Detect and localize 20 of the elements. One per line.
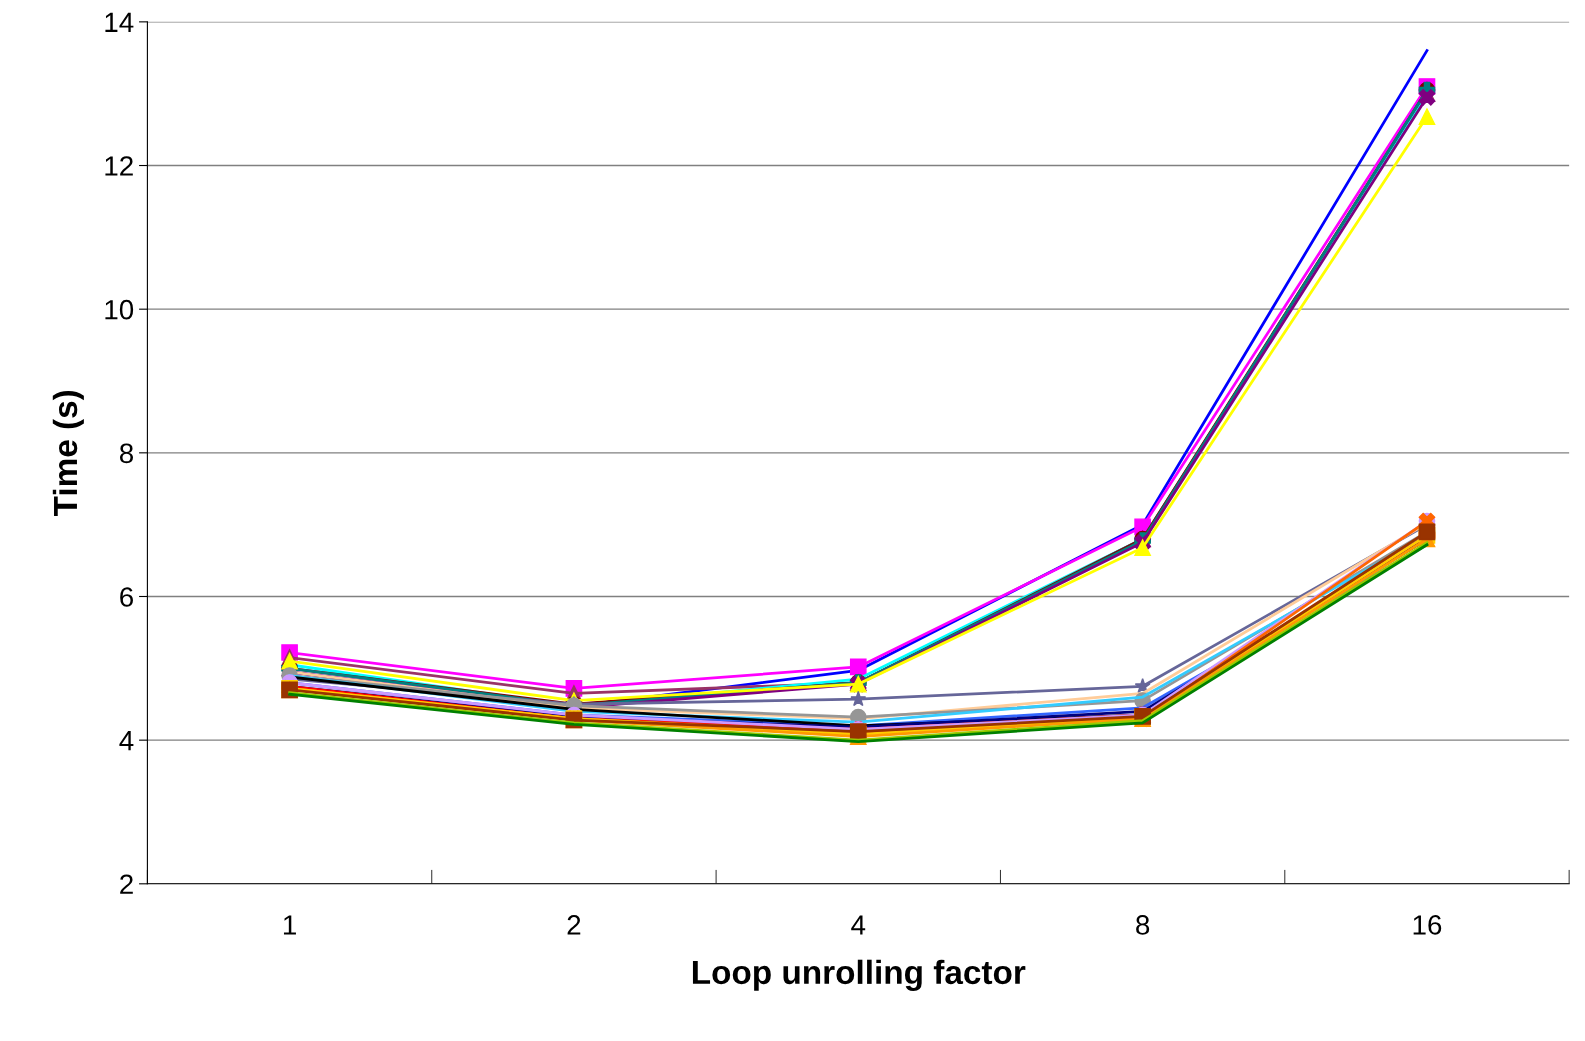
y-tick-label: 4 <box>119 731 134 751</box>
y-tick-label: 10 <box>105 299 134 320</box>
y-tick-label: 2 <box>120 874 133 894</box>
point <box>850 690 867 707</box>
x-axis-title: Loop unrolling factor <box>692 959 1026 991</box>
y-tick-label: 8 <box>119 443 133 464</box>
y-axis-title: Time (s) <box>52 390 84 517</box>
x-tick-label: 8 <box>1136 915 1150 935</box>
point <box>849 658 867 676</box>
x-tick-label: 2 <box>567 915 581 935</box>
x-tick-label: 16 <box>1413 915 1442 935</box>
y-tick-label: 6 <box>120 587 133 607</box>
x-tick-label: 4 <box>851 915 866 935</box>
y-tick-label: 12 <box>105 156 133 176</box>
point <box>1134 539 1151 556</box>
point <box>1418 88 1436 106</box>
point <box>1134 677 1151 694</box>
y-tick-label: 14 <box>105 12 134 32</box>
x-tick-label: 1 <box>283 915 296 935</box>
point <box>1418 108 1436 126</box>
